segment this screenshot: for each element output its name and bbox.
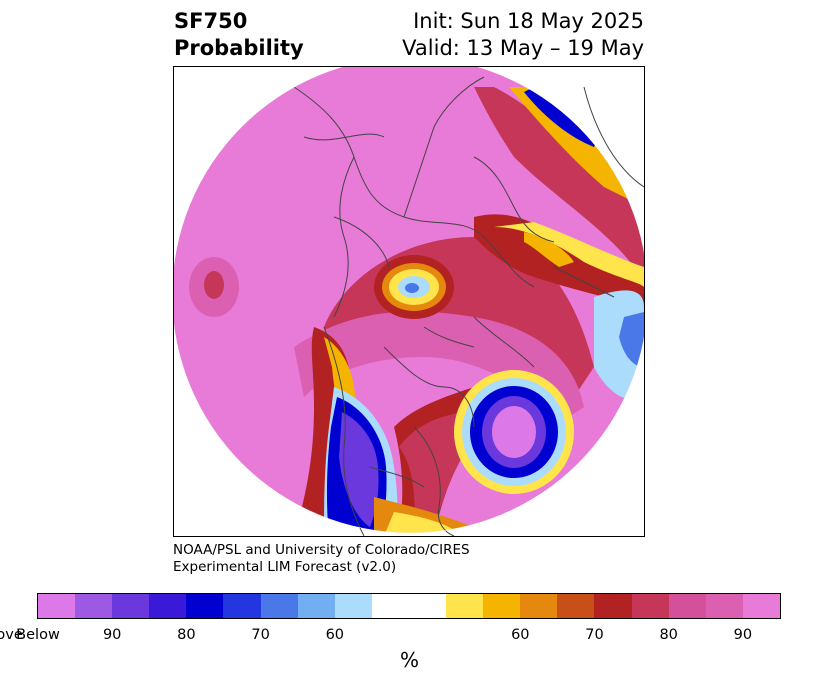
colorbar-segment-5 xyxy=(223,594,261,618)
colorbar-tick-label: 80 xyxy=(659,627,678,643)
chart-title-dates: Init: Sun 18 May 2025 Valid: 13 May – 19… xyxy=(402,8,644,62)
colorbar-segment-11 xyxy=(483,594,521,618)
colorbar-tick-label: 70 xyxy=(585,627,604,643)
colorbar-segment-3 xyxy=(149,594,187,618)
atlantic-blue xyxy=(619,312,644,367)
colorbar-tick-label: Above xyxy=(0,627,23,643)
polar-map-svg xyxy=(174,67,644,536)
colorbar-tick-label: 80 xyxy=(177,627,196,643)
colorbar-segment-12 xyxy=(520,594,558,618)
colorbar-segment-15 xyxy=(631,594,669,618)
colorbar-segment-13 xyxy=(557,594,595,618)
europe-white xyxy=(524,232,574,267)
colorbar-tick-label: 70 xyxy=(251,627,270,643)
coastlines xyxy=(293,76,644,536)
probability-field xyxy=(174,67,644,533)
northeast-band xyxy=(474,87,644,267)
atlantic-core xyxy=(492,406,536,458)
colorbar-segment-18 xyxy=(742,594,780,618)
colorbar-segment-0 xyxy=(38,594,76,618)
colorbar-segment-16 xyxy=(668,594,706,618)
pacific-core-inner xyxy=(204,271,224,299)
colorbar-segment-9 xyxy=(371,594,447,618)
credit-line-1: NOAA/PSL and University of Colorado/CIRE… xyxy=(173,542,470,558)
europe-yellow xyxy=(494,222,644,287)
probability-colorbar xyxy=(37,593,781,619)
northeast-yellow xyxy=(509,87,644,207)
west-us-purple xyxy=(339,412,379,527)
product-name: SF750 xyxy=(174,9,248,33)
colorbar-segment-17 xyxy=(705,594,743,618)
forecast-map xyxy=(173,66,645,537)
central-band-2 xyxy=(294,311,584,427)
colorbar-segment-7 xyxy=(297,594,335,618)
colorbar-tick-label: 60 xyxy=(511,627,530,643)
colorbar-segment-6 xyxy=(260,594,298,618)
colorbar-tick-label: Below xyxy=(16,627,60,643)
colorbar-segment-1 xyxy=(75,594,113,618)
colorbar-segment-8 xyxy=(334,594,372,618)
colorbar-segment-2 xyxy=(112,594,150,618)
colorbar-segment-4 xyxy=(186,594,224,618)
credit-line-2: Experimental LIM Forecast (v2.0) xyxy=(173,559,397,575)
colorbar-segment-10 xyxy=(446,594,484,618)
colorbar-tick-label: 90 xyxy=(733,627,753,643)
product-type: Probability xyxy=(174,36,304,60)
colorbar-segment-14 xyxy=(594,594,632,618)
colorbar-tick-label: 90 xyxy=(102,627,122,643)
colorbar-unit-label: % xyxy=(399,648,419,672)
arctic-core xyxy=(405,283,419,293)
chart-title-product: SF750 Probability xyxy=(174,8,304,62)
colorbar-tick-label: 60 xyxy=(325,627,345,643)
gulf-yellow xyxy=(384,512,464,533)
credit-text: NOAA/PSL and University of Colorado/CIRE… xyxy=(173,542,470,576)
colorbar-ticks: Below 90 80 70 60 60 70 80 90 Above xyxy=(0,627,819,647)
init-date: Init: Sun 18 May 2025 xyxy=(413,9,644,33)
valid-range: Valid: 13 May – 19 May xyxy=(402,36,644,60)
